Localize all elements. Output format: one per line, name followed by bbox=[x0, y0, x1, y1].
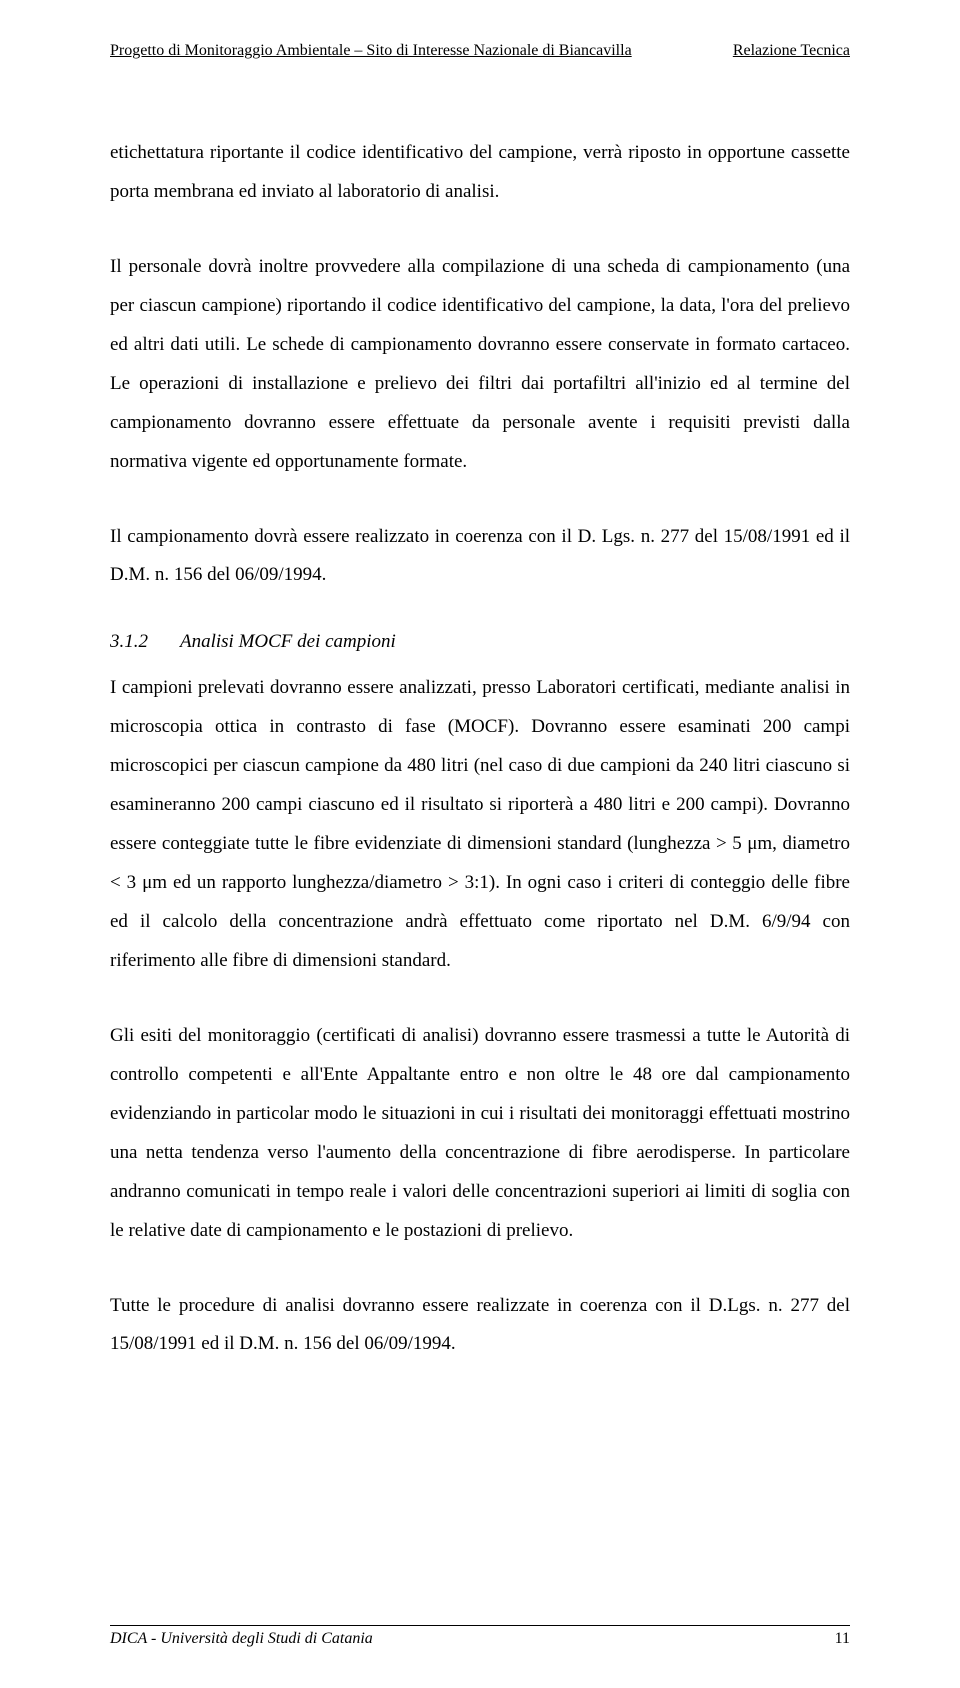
footer-left: DICA - Università degli Studi di Catania bbox=[110, 1630, 373, 1648]
header-left: Progetto di Monitoraggio Ambientale – Si… bbox=[110, 42, 632, 60]
header-right: Relazione Tecnica bbox=[733, 42, 850, 60]
section-heading: 3.1.2 Analisi MOCF dei campioni bbox=[110, 631, 850, 653]
page-header: Progetto di Monitoraggio Ambientale – Si… bbox=[110, 42, 850, 64]
paragraph-3: Il campionamento dovrà essere realizzato… bbox=[110, 518, 850, 596]
page-footer: DICA - Università degli Studi di Catania… bbox=[110, 1625, 850, 1648]
paragraph-6: Tutte le procedure di analisi dovranno e… bbox=[110, 1287, 850, 1365]
paragraph-4: I campioni prelevati dovranno essere ana… bbox=[110, 669, 850, 981]
section-number: 3.1.2 bbox=[110, 631, 148, 652]
paragraph-1: etichettatura riportante il codice ident… bbox=[110, 134, 850, 212]
section-title: Analisi MOCF dei campioni bbox=[180, 631, 396, 652]
paragraph-2: Il personale dovrà inoltre provvedere al… bbox=[110, 248, 850, 482]
paragraph-5: Gli esiti del monitoraggio (certificati … bbox=[110, 1017, 850, 1251]
footer-page-number: 11 bbox=[835, 1630, 850, 1648]
